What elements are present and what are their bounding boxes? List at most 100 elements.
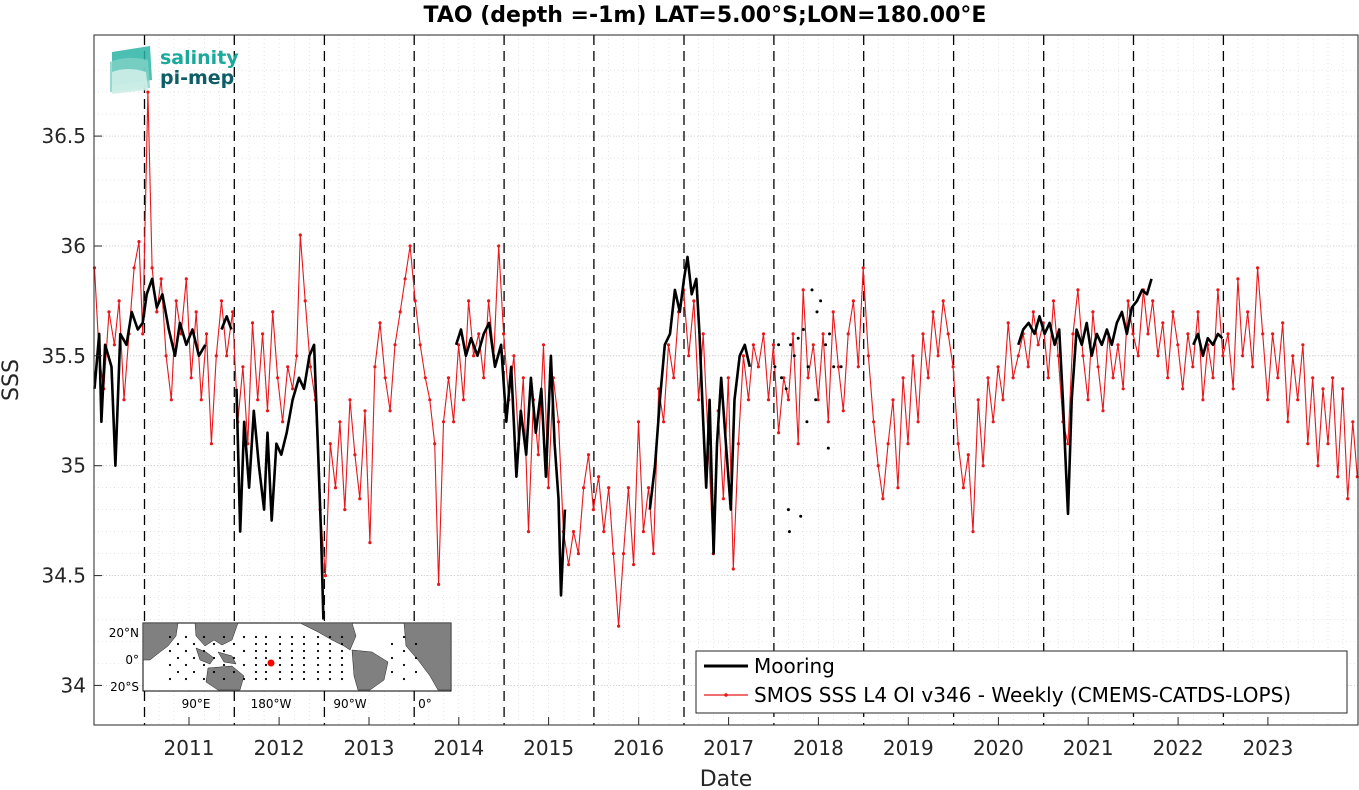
smos-point: [611, 552, 616, 556]
smos-point: [811, 343, 815, 347]
smos-point: [621, 552, 626, 556]
inset-station-dot: [232, 656, 236, 660]
inset-station-dot: [184, 649, 188, 653]
inset-station-dot: [168, 663, 172, 667]
smos-point: [826, 420, 830, 424]
smos-point: [931, 310, 935, 314]
chart-title: TAO (depth =-1m) LAT=5.00°S;LON=180.00°E: [424, 3, 987, 28]
smos-point: [408, 244, 412, 248]
inset-station-dot: [302, 642, 306, 646]
mooring-point: [815, 310, 819, 314]
smos-point: [926, 376, 930, 380]
mooring-point: [814, 398, 818, 402]
smos-point: [991, 420, 995, 424]
x-tick-label: 2017: [703, 736, 754, 760]
inset-station-dot: [390, 656, 394, 660]
smos-point: [851, 299, 856, 303]
x-tick-label: 2016: [613, 736, 664, 760]
smos-point: [996, 365, 1000, 369]
smos-point: [1321, 387, 1325, 391]
smos-point: [546, 486, 551, 490]
inset-selected-station-marker: [267, 659, 275, 667]
inset-station-dot: [254, 677, 258, 681]
smos-point: [388, 409, 392, 413]
x-tick-label: 2019: [883, 736, 934, 760]
inset-station-dot: [184, 663, 188, 667]
x-tick-label: 2011: [164, 736, 215, 760]
smos-point: [141, 332, 145, 336]
smos-point: [701, 332, 705, 336]
inset-station-dot: [390, 642, 394, 646]
smos-point: [1346, 497, 1350, 501]
smos-point: [1236, 277, 1240, 281]
mooring-line-segment: [1192, 332, 1224, 358]
smos-point: [936, 354, 940, 358]
smos-point: [941, 299, 945, 303]
smos-point: [423, 376, 427, 380]
smos-point: [636, 420, 641, 424]
inset-station-dot: [328, 656, 332, 660]
smos-point: [526, 530, 531, 534]
smos-point: [921, 332, 925, 336]
mooring-point: [787, 530, 791, 534]
inset-station-dot: [212, 656, 216, 660]
smos-series: [92, 90, 1359, 628]
smos-point: [457, 343, 461, 347]
inset-station-dot: [302, 649, 306, 653]
smos-point: [651, 552, 656, 556]
smos-point: [816, 398, 820, 402]
inset-station-dot: [254, 635, 258, 639]
inset-station-dot: [402, 649, 406, 653]
smos-point: [298, 233, 302, 237]
smos-point: [1151, 299, 1155, 303]
inset-station-dot: [290, 642, 294, 646]
smos-point: [946, 332, 950, 336]
smos-point: [657, 387, 661, 391]
smos-point: [891, 398, 895, 402]
mooring-point: [824, 343, 828, 347]
smos-point: [1351, 420, 1355, 424]
smos-point: [281, 420, 285, 424]
smos-point: [567, 563, 571, 567]
smos-point: [866, 354, 871, 358]
inset-map-frame: [142, 622, 452, 692]
x-tick-label: 2023: [1242, 736, 1293, 760]
smos-point: [398, 310, 402, 314]
smos-point: [1076, 288, 1080, 292]
smos-point: [536, 453, 540, 457]
mooring-line-segment: [648, 255, 752, 555]
smos-point: [441, 420, 446, 424]
inset-station-dot: [340, 635, 344, 639]
smos-point: [328, 442, 332, 446]
smos-point: [209, 442, 213, 446]
inset-station-dot: [202, 677, 206, 681]
mooring-point: [780, 376, 783, 380]
x-axis-label: Date: [700, 767, 753, 790]
inset-station-dot: [302, 670, 306, 674]
smos-point: [521, 376, 525, 380]
inset-station-dot: [278, 677, 282, 681]
inset-station-dot: [290, 635, 294, 639]
y-tick-label: 36: [61, 234, 86, 258]
smos-point: [1131, 332, 1135, 336]
inset-station-dot: [264, 642, 268, 646]
smos-point: [756, 365, 761, 369]
smos-point: [662, 420, 666, 424]
y-tick-label: 35.5: [41, 344, 86, 368]
inset-station-dot: [316, 670, 320, 674]
inset-station-dot: [302, 677, 306, 681]
smos-point: [971, 530, 975, 534]
smos-point: [906, 442, 910, 446]
smos-point: [413, 299, 417, 303]
inset-station-dot: [242, 635, 246, 639]
smos-point: [512, 354, 516, 358]
smos-point: [383, 376, 387, 380]
smos-point: [641, 530, 646, 534]
smos-point: [791, 332, 795, 336]
smos-point: [771, 343, 776, 347]
inset-lon-90e: 90°E: [182, 697, 211, 711]
smos-point: [1161, 321, 1165, 325]
smos-point: [1266, 398, 1270, 402]
smos-point: [786, 398, 791, 402]
mooring-line-segment: [1017, 278, 1153, 516]
